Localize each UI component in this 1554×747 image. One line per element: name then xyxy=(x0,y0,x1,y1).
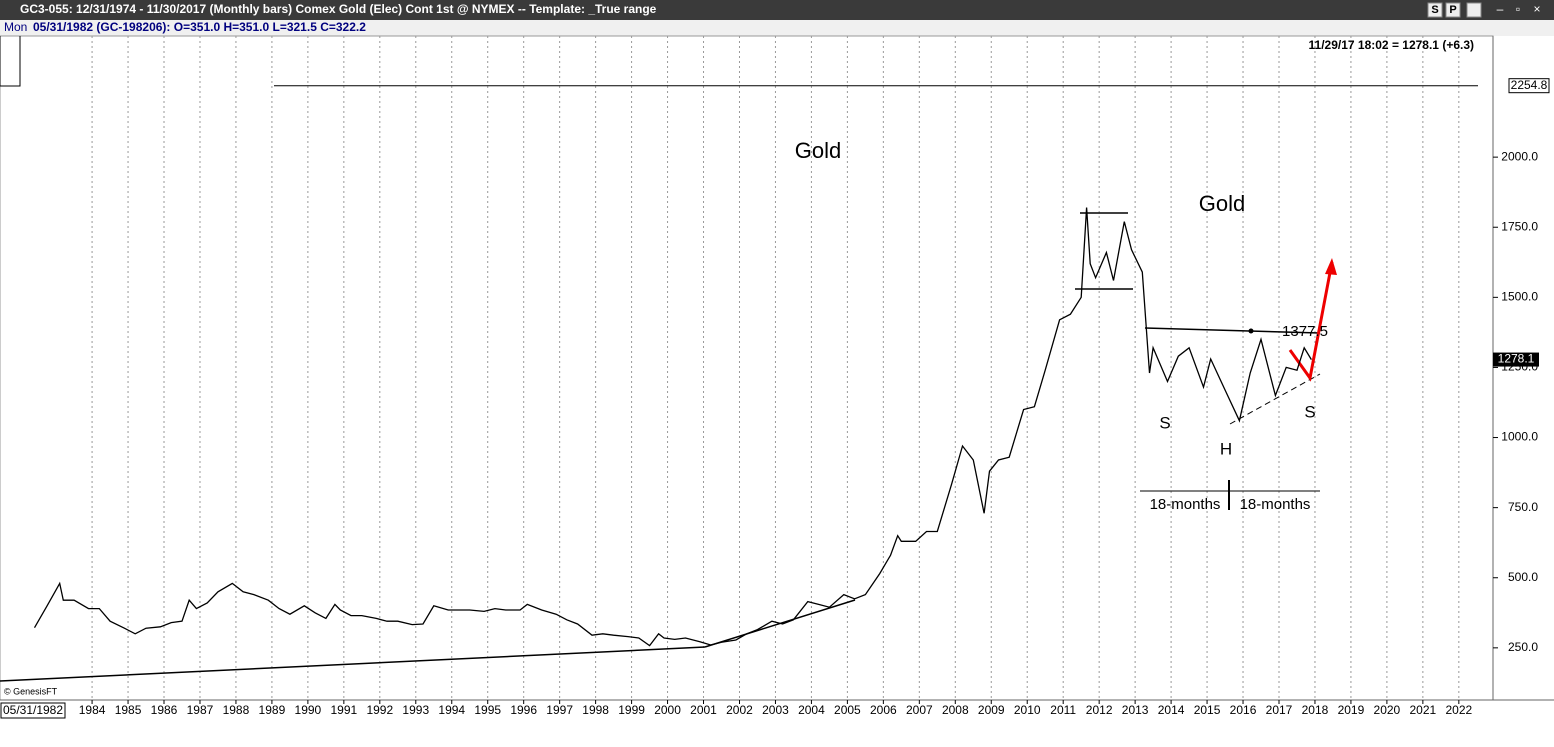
cursor-date-box xyxy=(0,702,66,719)
close-chart-button[interactable] xyxy=(1466,2,1482,18)
annotation: 18-months xyxy=(1150,496,1221,513)
x-tick-label: 1989 xyxy=(259,703,286,717)
minimize[interactable]: – xyxy=(1497,2,1504,16)
x-tick-label: 2002 xyxy=(726,703,753,717)
x-tick-label: 2011 xyxy=(1050,703,1076,717)
info-bar xyxy=(0,20,1554,36)
projection-arrow xyxy=(1288,261,1334,382)
price-line-series xyxy=(33,207,1312,647)
x-tick-label: 1984 xyxy=(79,703,106,717)
x-tick-label: 2009 xyxy=(978,703,1005,717)
x-tick-label: 2019 xyxy=(1338,703,1365,717)
x-tick-label: 2015 xyxy=(1194,703,1221,717)
price-tag: 2254.8 xyxy=(1511,78,1548,92)
copyright: © GenesisFT xyxy=(4,686,58,696)
y-tick-label: 1750.0 xyxy=(1501,219,1538,233)
annotation: Gold xyxy=(1199,191,1245,216)
neckline-point xyxy=(1248,328,1254,334)
x-tick-label: 1992 xyxy=(366,703,393,717)
close[interactable]: × xyxy=(1533,2,1540,16)
support-line xyxy=(1229,373,1321,425)
y-tick-label: 750.0 xyxy=(1508,500,1538,514)
x-tick-label: 2020 xyxy=(1374,703,1401,717)
restore[interactable]: ▫ xyxy=(1516,2,1520,16)
x-tick-label: 1998 xyxy=(582,703,609,717)
x-tick-label: 1987 xyxy=(187,703,214,717)
annotation: Gold xyxy=(795,138,841,163)
y-tick-label: 1000.0 xyxy=(1501,430,1538,444)
x-tick-label: 1993 xyxy=(402,703,429,717)
x-tick-label: 2018 xyxy=(1302,703,1329,717)
arrow-head xyxy=(1325,258,1337,275)
x-tick-label: 1997 xyxy=(546,703,573,717)
x-tick-label: 2007 xyxy=(906,703,933,717)
left-marker xyxy=(0,36,21,87)
x-tick-label: 1986 xyxy=(151,703,178,717)
period: Mon xyxy=(4,20,27,34)
x-tick-label: 2000 xyxy=(654,703,681,717)
x-tick-label: 1990 xyxy=(295,703,322,717)
cursor-date: 05/31/1982 xyxy=(3,703,63,717)
x-tick-label: 1994 xyxy=(438,703,465,717)
annotations: Gold Gold 1377.5 S H S 18-months 18-mont… xyxy=(0,138,1337,682)
x-tick-label: 2017 xyxy=(1266,703,1293,717)
annotation: 18-months xyxy=(1240,496,1311,513)
x-tick-label: 2014 xyxy=(1158,703,1185,717)
title-bar xyxy=(0,0,1554,20)
x-tick-label: 2010 xyxy=(1014,703,1041,717)
x-tick-label: 2016 xyxy=(1230,703,1257,717)
last-price-box xyxy=(1493,352,1539,367)
x-tick-label: 1988 xyxy=(223,703,250,717)
window-title: GC3-055: 12/31/1974 - 11/30/2017 (Monthl… xyxy=(20,2,657,16)
price-tag-box xyxy=(1508,78,1550,94)
button-label[interactable]: S xyxy=(1431,4,1438,16)
trendline xyxy=(0,646,706,682)
last-price: 1278.1 xyxy=(1498,352,1535,366)
x-tick-label: 2012 xyxy=(1086,703,1113,717)
x-tick-label: 2004 xyxy=(798,703,825,717)
button-label[interactable]: P xyxy=(1449,4,1456,16)
annotation: 1377.5 xyxy=(1282,323,1328,340)
x-tick-label: 1995 xyxy=(474,703,501,717)
x-tick-label: 2001 xyxy=(690,703,717,717)
y-tick-label: 1500.0 xyxy=(1501,290,1538,304)
button[interactable] xyxy=(1445,2,1461,18)
x-tick-label: 2006 xyxy=(870,703,897,717)
last-quote: 11/29/17 18:02 = 1278.1 (+6.3) xyxy=(1309,38,1474,52)
plot-area xyxy=(0,35,1494,701)
annotation: S xyxy=(1159,413,1170,432)
x-tick-label: 2021 xyxy=(1410,703,1437,717)
x-tick-label: 2013 xyxy=(1122,703,1149,717)
x-tick-label: 2022 xyxy=(1445,703,1472,717)
x-tick-label: 2003 xyxy=(762,703,789,717)
neckline xyxy=(1144,327,1321,334)
y-tick-label: 250.0 xyxy=(1508,640,1538,654)
x-tick-label: 2005 xyxy=(834,703,861,717)
x-tick-label: 1985 xyxy=(115,703,142,717)
x-tick-label: 1999 xyxy=(618,703,645,717)
y-tick-label: 2000.0 xyxy=(1501,149,1538,163)
y-tick-label: 500.0 xyxy=(1508,570,1538,584)
x-tick-label: 2008 xyxy=(942,703,969,717)
bar-info: 05/31/1982 (GC-198206): O=351.0 H=351.0 … xyxy=(33,20,366,34)
annotation: S xyxy=(1304,402,1315,421)
x-tick-label: 1991 xyxy=(330,703,357,717)
annotation: H xyxy=(1220,439,1232,458)
button[interactable] xyxy=(1427,2,1443,18)
x-tick-label: 1996 xyxy=(510,703,537,717)
